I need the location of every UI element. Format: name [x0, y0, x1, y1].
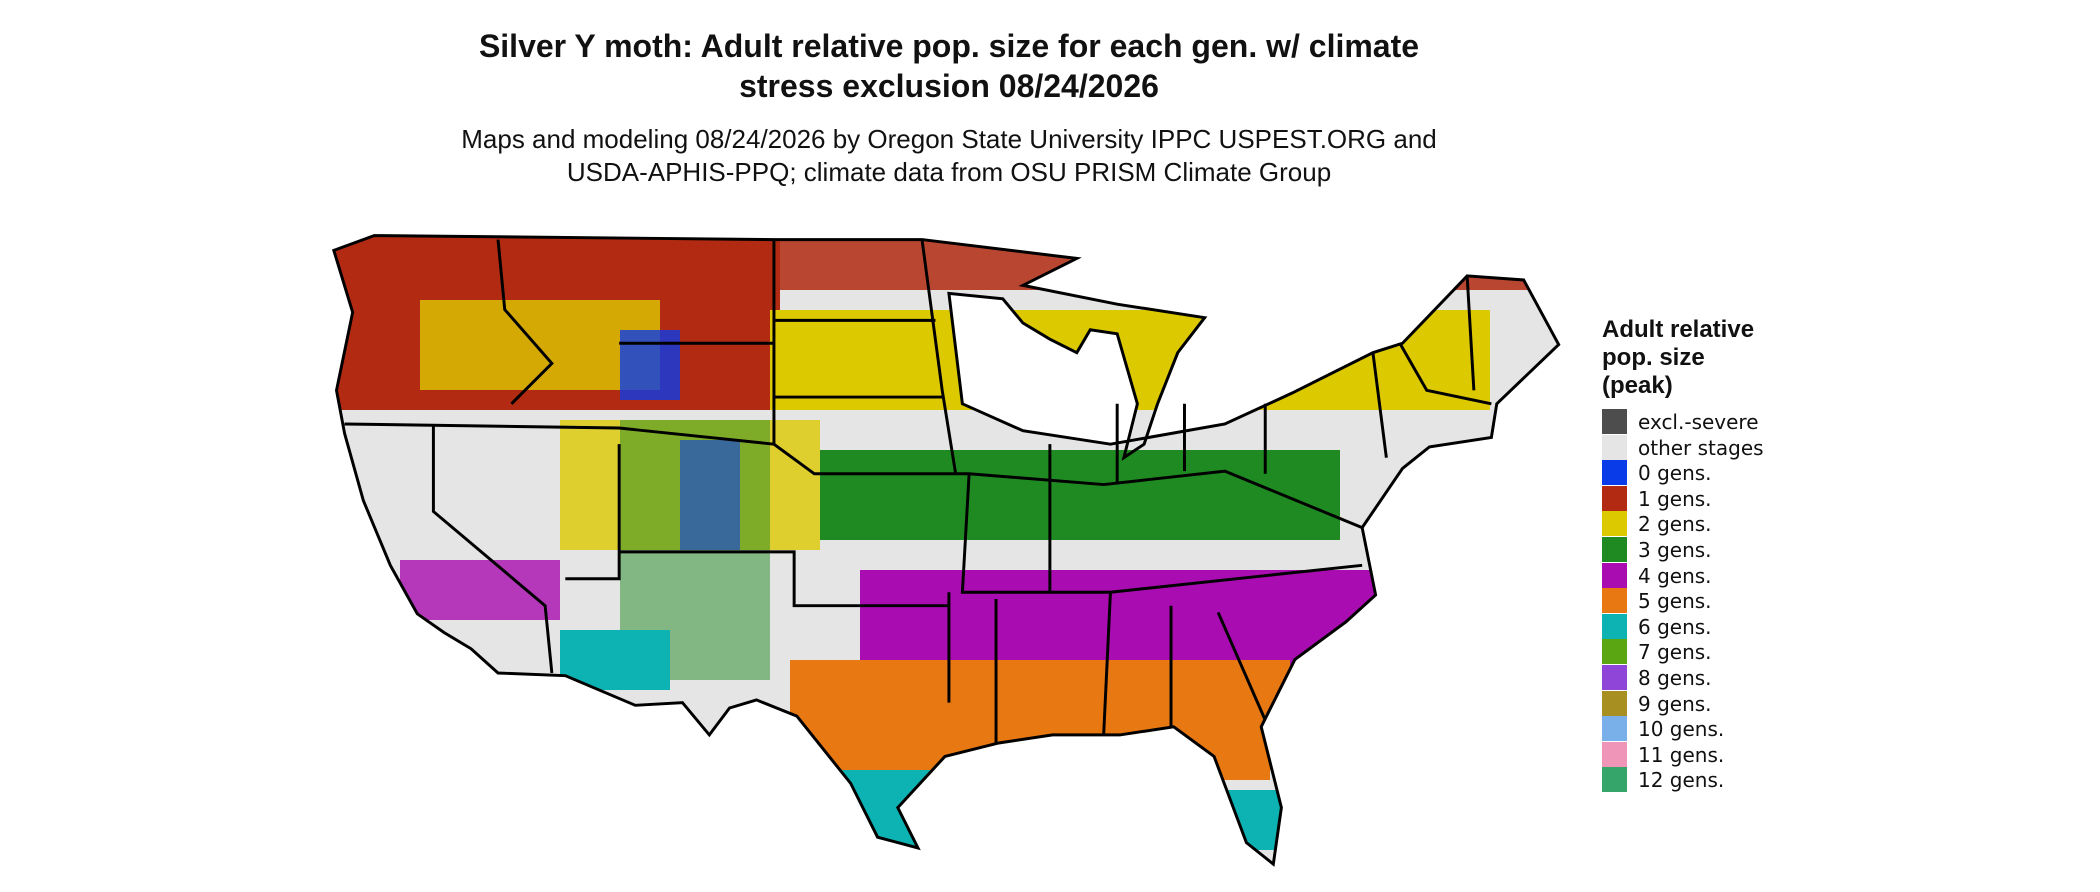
legend-label: 1 gens.: [1638, 486, 1712, 511]
legend-swatch: [1602, 562, 1627, 588]
legend-swatch: [1602, 588, 1627, 614]
title: stress exclusion 08/24/2026: [739, 68, 1159, 104]
legend-label: 0 gens.: [1638, 461, 1712, 486]
legend-swatch: [1602, 460, 1627, 486]
legend-title: (peak): [1602, 372, 1673, 399]
legend-label: 7 gens.: [1638, 640, 1712, 665]
legend-label: 2 gens.: [1638, 512, 1712, 537]
legend-label: 6 gens.: [1638, 614, 1712, 639]
legend-swatch: [1602, 639, 1627, 665]
legend-title: Adult relative: [1602, 316, 1755, 343]
legend-label: 8 gens.: [1638, 666, 1712, 690]
legend-label: other stages: [1638, 435, 1764, 460]
state-borders: [331, 234, 1561, 867]
legend-title: pop. size: [1602, 344, 1705, 371]
legend-swatch: [1602, 409, 1627, 434]
legend-label: 9 gens.: [1638, 691, 1712, 716]
legend-label: 3 gens.: [1638, 538, 1712, 562]
legend-swatch: [1602, 434, 1627, 460]
legend-label: 5 gens.: [1638, 589, 1712, 614]
legend-swatch: [1602, 767, 1627, 793]
legend-swatch: [1602, 665, 1627, 690]
legend-swatch: [1602, 613, 1627, 639]
legend-label: excl.-severe: [1638, 410, 1759, 434]
legend-label: 10 gens.: [1638, 717, 1725, 742]
legend-label: 12 gens.: [1638, 768, 1725, 793]
legend-label: 4 gens.: [1638, 563, 1712, 588]
subtitle: USDA-APHIS-PPQ; climate data from OSU PR…: [566, 157, 1332, 187]
legend-swatch: [1602, 511, 1627, 537]
legend-label: 11 gens.: [1638, 742, 1725, 767]
title: Silver Y moth: Adult relative pop. size …: [478, 28, 1420, 64]
subtitle: Maps and modeling 08/24/2026 by Oregon S…: [461, 124, 1437, 154]
legend-swatch: [1602, 741, 1627, 767]
legend-swatch: [1602, 485, 1627, 511]
legend-swatch: [1602, 537, 1627, 562]
map-fill: [333, 235, 1559, 865]
legend-swatch: [1602, 716, 1627, 742]
legend-swatch: [1602, 690, 1627, 716]
